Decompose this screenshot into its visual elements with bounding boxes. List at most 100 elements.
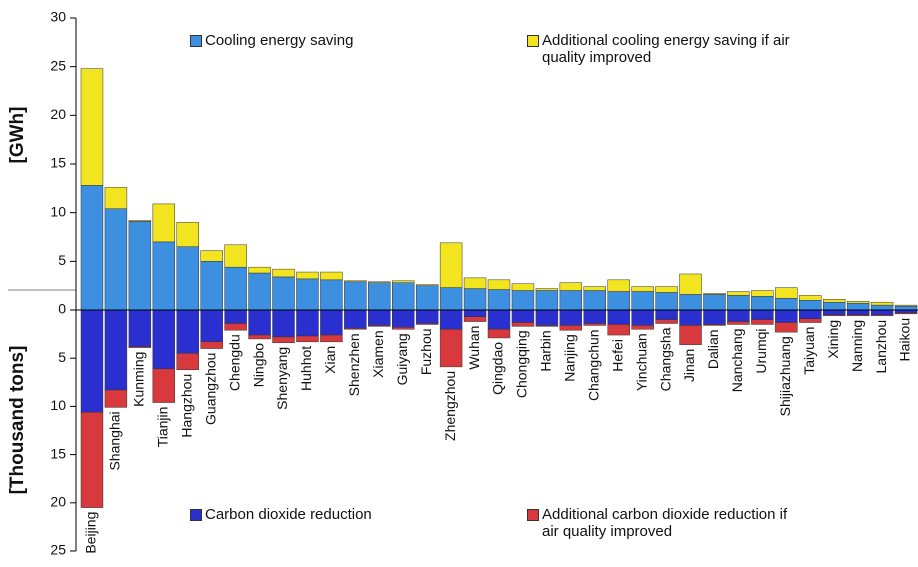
bar-segment bbox=[415, 323, 439, 325]
bar-segment bbox=[80, 411, 104, 508]
bar-segment bbox=[272, 276, 295, 311]
x-tick-label: Xiamen bbox=[370, 330, 386, 377]
bar-segment bbox=[607, 291, 630, 311]
legend-item: Carbon dioxide reduction bbox=[190, 506, 490, 523]
bar-segment bbox=[200, 261, 223, 311]
bar-segment bbox=[368, 282, 391, 311]
bar-segment bbox=[727, 295, 750, 311]
bar-segment bbox=[104, 208, 128, 311]
bar-segment bbox=[751, 290, 774, 297]
bar-segment bbox=[703, 309, 726, 325]
bar-segment bbox=[272, 268, 295, 278]
x-tick-label: Kunming bbox=[131, 352, 147, 407]
y-tick-label: 15 bbox=[50, 155, 66, 171]
bar-segment bbox=[870, 304, 894, 311]
bar-segment bbox=[320, 334, 343, 343]
bar-segment bbox=[463, 316, 487, 322]
bar-segment bbox=[296, 309, 319, 337]
bar-segment bbox=[368, 309, 391, 326]
x-tick-label: Changchun bbox=[585, 329, 601, 401]
bar-segment bbox=[128, 220, 152, 222]
bar-segment bbox=[679, 273, 702, 295]
bar-segment bbox=[224, 309, 247, 324]
bar-segment bbox=[846, 314, 870, 317]
y-axis-label: [GWh] bbox=[7, 107, 28, 164]
bar-segment bbox=[822, 314, 846, 317]
bar-segment bbox=[846, 300, 870, 304]
bar-segment bbox=[439, 309, 463, 330]
x-tick-label: Chongqing bbox=[514, 330, 530, 398]
bar-segment bbox=[320, 271, 343, 281]
bar-segment bbox=[583, 290, 606, 311]
bar-segment bbox=[415, 284, 439, 286]
bar-segment bbox=[655, 286, 678, 293]
legend-swatch bbox=[190, 509, 202, 521]
bar-segment bbox=[894, 312, 918, 315]
bar-segment bbox=[128, 346, 152, 348]
x-tick-label: Shijiazhuang bbox=[777, 336, 793, 416]
bar-segment bbox=[176, 309, 199, 354]
bar-segment bbox=[870, 314, 894, 317]
x-tick-label: Changsha bbox=[657, 327, 673, 391]
y-tick-label: 10 bbox=[50, 203, 66, 219]
bar-segment bbox=[272, 309, 295, 338]
y-tick-label: 5 bbox=[58, 252, 66, 268]
bar-segment bbox=[535, 309, 559, 326]
bar-segment bbox=[846, 302, 870, 311]
bar-segment bbox=[535, 288, 559, 291]
bar-segment bbox=[128, 221, 152, 311]
bar-segment bbox=[703, 294, 726, 311]
x-tick-label: Hefei bbox=[609, 339, 625, 372]
x-tick-label: Guiyang bbox=[394, 333, 410, 385]
bar-segment bbox=[392, 309, 415, 328]
bar-segment bbox=[679, 294, 702, 311]
x-tick-label: Shanghai bbox=[107, 411, 123, 470]
bar-segment bbox=[104, 187, 128, 210]
bar-segment bbox=[631, 325, 654, 330]
bar-segment bbox=[535, 290, 559, 311]
bar-segment bbox=[80, 68, 104, 186]
x-tick-label: Harbin bbox=[538, 330, 554, 371]
bar-segment bbox=[679, 309, 702, 326]
bar-segment bbox=[607, 324, 630, 336]
bar-segment bbox=[463, 309, 487, 317]
x-tick-label: Fuzhou bbox=[418, 328, 434, 375]
x-tick-label: Hangzhou bbox=[178, 374, 194, 438]
bar-segment bbox=[248, 309, 271, 336]
bar-segment bbox=[463, 277, 487, 289]
y-tick-label: 30 bbox=[50, 9, 66, 25]
bar-segment bbox=[727, 321, 750, 325]
bar-segment bbox=[344, 281, 367, 311]
bar-segment bbox=[368, 281, 391, 283]
bar-segment bbox=[176, 353, 199, 371]
x-tick-label: Taiyuan bbox=[801, 327, 817, 375]
bar-segment bbox=[703, 293, 726, 295]
x-tick-label: Huhhot bbox=[298, 346, 314, 391]
bar-segment bbox=[272, 336, 295, 344]
x-tick-label: Haikou bbox=[897, 318, 913, 362]
bar-segment bbox=[392, 282, 415, 311]
bar-segment bbox=[607, 279, 630, 292]
y2-tick-label: 20 bbox=[50, 494, 66, 510]
bar-segment bbox=[415, 309, 439, 324]
bar-segment bbox=[799, 295, 822, 301]
bar-segment bbox=[392, 280, 415, 283]
bar-segment bbox=[104, 389, 128, 408]
x-tick-label: Lanzhou bbox=[873, 320, 889, 374]
y2-tick-label: 15 bbox=[50, 445, 66, 461]
bar-segment bbox=[463, 288, 487, 311]
bar-segment bbox=[511, 309, 535, 323]
bar-segment bbox=[248, 266, 271, 274]
bar-segment bbox=[631, 291, 654, 311]
bar-segment bbox=[200, 309, 223, 343]
legend-label: Carbon dioxide reduction bbox=[205, 506, 372, 523]
bar-segment bbox=[152, 368, 176, 403]
bar-segment bbox=[583, 323, 606, 326]
bar-segment bbox=[583, 309, 606, 324]
bar-segment bbox=[511, 290, 535, 311]
legend-swatch bbox=[527, 35, 539, 47]
x-tick-label: Yinchuan bbox=[633, 333, 649, 391]
legend-label: Additional carbon dioxide reduction if a… bbox=[542, 506, 788, 540]
legend-swatch bbox=[527, 509, 539, 521]
